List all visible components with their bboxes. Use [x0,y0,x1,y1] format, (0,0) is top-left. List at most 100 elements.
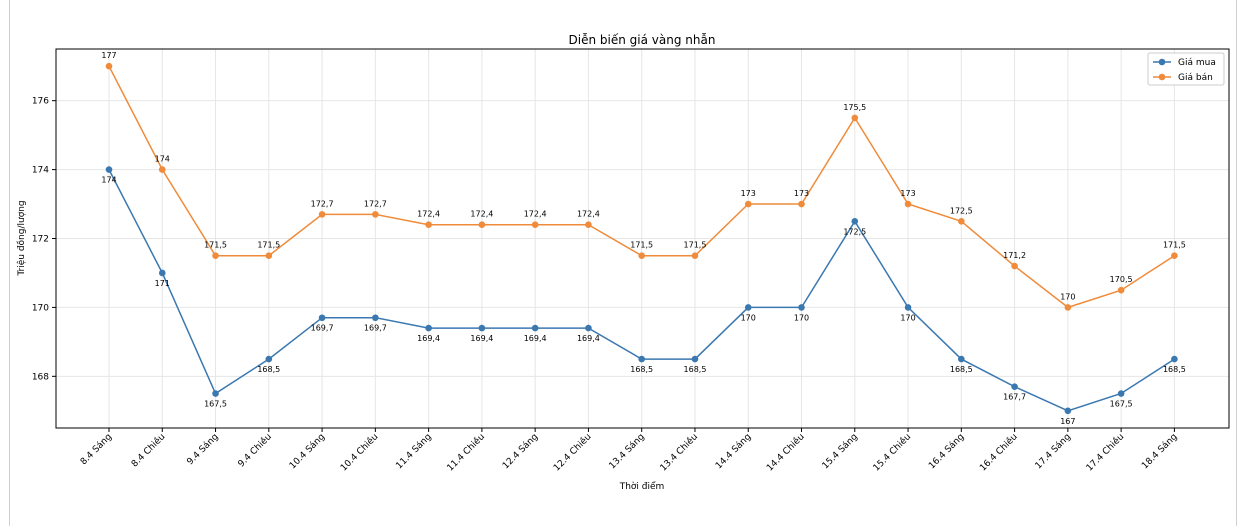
data-label: 173 [741,189,756,198]
x-tick-label: 8.4 Chiều [129,431,167,469]
data-label: 169,7 [311,324,334,333]
y-axis: 168 170 172 174 176 [32,97,56,382]
data-label: 172,4 [417,210,440,219]
data-label: 172,7 [311,199,334,208]
data-label: 167,5 [204,400,227,409]
data-label: 169,4 [577,334,600,343]
data-point [1064,407,1072,415]
x-tick-label: 17.4 Sáng [1034,432,1073,471]
data-point [958,217,965,225]
legend: Giá mua Giá bán [1147,52,1225,86]
data-label: 172,4 [470,210,493,219]
x-tick-label: 9.4 Chiều [236,431,274,469]
x-tick-label: 10.4 Chiều [338,431,380,473]
data-point [585,324,592,332]
data-label: 168,5 [1163,365,1186,374]
x-tick-label: 17.4 Chiều [1084,431,1126,473]
data-label: 168,5 [684,365,707,374]
figure-frame [9,0,1237,526]
legend-swatch-marker [1158,73,1166,81]
data-label: 172,4 [577,210,600,219]
x-tick-label: 15.4 Sáng [821,432,860,471]
data-point [531,324,539,332]
data-point [158,269,166,277]
data-point [478,221,486,229]
data-label: 170,5 [1110,275,1133,284]
data-label: 168,5 [630,365,653,374]
x-tick-label: 8.4 Sáng [79,432,114,467]
data-point [425,221,432,229]
data-point [372,314,379,322]
data-point [212,252,219,260]
data-label: 169,4 [524,334,547,343]
data-label: 169,4 [470,334,493,343]
data-point [904,200,912,208]
data-point [585,221,592,229]
data-label: 168,5 [257,365,280,374]
data-label: 170 [1060,292,1075,301]
data-point [478,324,486,332]
data-label: 171,2 [1003,251,1026,260]
x-tick-label: 13.4 Chiều [658,431,700,473]
legend-label: Giá bán [1178,73,1213,83]
data-label: 167 [1060,417,1075,426]
data-label: 174 [155,155,170,164]
data-point [212,390,219,397]
data-point [425,324,432,332]
data-point [798,200,805,208]
y-tick-label: 174 [32,166,49,176]
x-axis: 8.4 Sáng 8.4 Chiều 9.4 Sáng 9.4 Chiều 10.4 S… [79,428,1180,474]
data-point [638,252,645,260]
x-tick-label: 16.4 Chiều [978,431,1020,473]
data-point [265,355,273,363]
data-label: 170 [794,313,809,322]
data-point [958,355,965,363]
x-tick-label: 18.4 Sáng [1140,432,1179,471]
data-point [318,314,326,322]
data-label: 171,5 [684,241,707,250]
series-gia-mua: 174 171 167,5 168,5 169,7 169,7 169,4 169,4 169,… [101,166,1186,426]
y-tick-label: 176 [32,97,49,107]
data-point [638,355,645,363]
data-point [1117,286,1125,294]
data-label: 177 [101,51,116,60]
data-point [1117,390,1125,397]
data-point [744,304,752,311]
data-point [798,304,805,311]
data-point [1011,383,1018,390]
data-point [1064,304,1072,311]
series-gia-ban: 177 174 171,5 171,5 172,7 172,7 172,4 172,4 172,… [101,51,1186,311]
x-tick-label: 11.4 Chiều [445,431,487,473]
x-tick-label: 12.4 Chiều [551,431,593,473]
data-point [851,114,859,122]
data-label: 171,5 [204,241,227,250]
data-label: 172,5 [843,227,866,236]
data-point [531,221,539,229]
data-point [691,252,699,260]
data-point [105,62,113,70]
x-tick-label: 11.4 Sáng [394,432,433,471]
data-label: 171 [155,279,170,288]
data-label: 167,7 [1003,393,1026,402]
x-tick-label: 10.4 Sáng [288,432,327,471]
data-point [105,166,113,173]
data-label: 172,7 [364,199,387,208]
x-tick-label: 15.4 Chiều [871,431,913,473]
y-axis-label: Triệu đồng/lượng [16,200,27,276]
series-layer: 174 171 167,5 168,5 169,7 169,7 169,4 169,4 169,… [101,51,1185,426]
x-tick-label: 13.4 Sáng [608,432,647,471]
legend-label: Giá mua [1178,58,1216,68]
data-point [265,252,273,260]
x-tick-label: 12.4 Sáng [501,432,540,471]
data-label: 170 [900,313,915,322]
x-axis-label: Thời điểm [619,481,665,492]
x-tick-label: 9.4 Sáng [185,432,220,467]
y-tick-label: 170 [32,303,49,313]
data-point [1171,252,1178,260]
data-label: 171,5 [257,241,280,250]
x-tick-label: 14.4 Sáng [714,432,753,471]
data-label: 168,5 [950,365,973,374]
x-tick-label: 14.4 Chiều [764,431,806,473]
data-point [1171,355,1178,363]
